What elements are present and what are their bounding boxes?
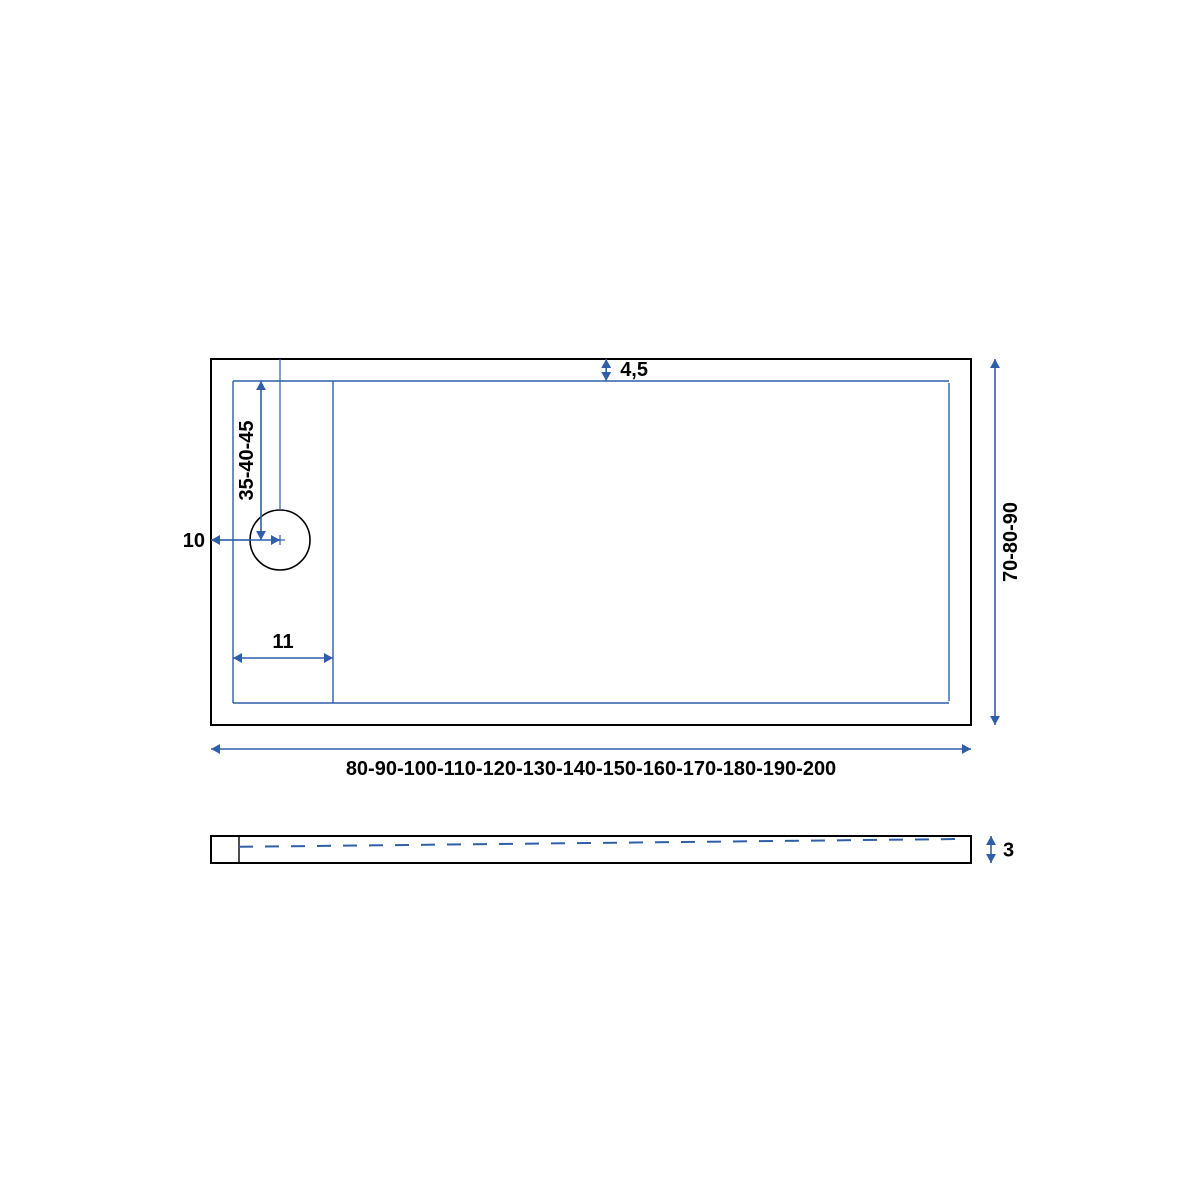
tray-outline	[211, 359, 971, 725]
dim-thickness-label: 3	[1003, 840, 1014, 862]
dim-top-gap-label: 4,5	[620, 359, 648, 381]
slope-line	[239, 839, 960, 847]
dim-drain-x-label: 10	[183, 530, 205, 552]
plan-view	[211, 359, 971, 725]
dim-half-height-label: 35-40-45	[236, 420, 258, 500]
side-outline	[211, 836, 971, 863]
side-view	[211, 836, 971, 863]
dim-channel-w-label: 11	[272, 631, 293, 653]
dim-width-label: 80-90-100-110-120-130-140-150-160-170-18…	[346, 758, 836, 780]
dim-height-label: 70-80-90	[1000, 502, 1022, 582]
